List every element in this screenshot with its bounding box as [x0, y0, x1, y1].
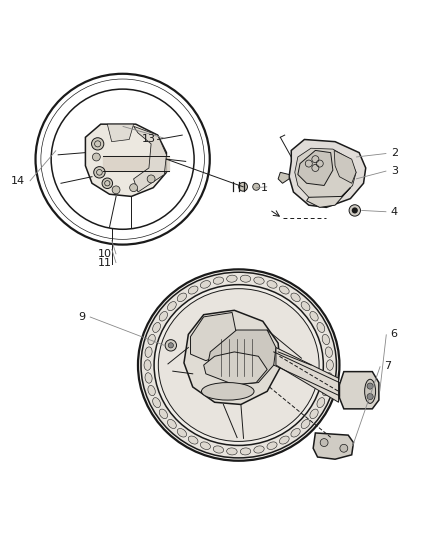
Polygon shape	[313, 433, 353, 459]
Circle shape	[165, 340, 177, 351]
Ellipse shape	[279, 286, 289, 294]
Ellipse shape	[254, 277, 264, 284]
Polygon shape	[289, 140, 366, 207]
Ellipse shape	[213, 446, 224, 453]
Ellipse shape	[240, 275, 251, 282]
Ellipse shape	[317, 322, 325, 333]
Polygon shape	[307, 188, 350, 207]
Ellipse shape	[153, 322, 160, 333]
Ellipse shape	[301, 419, 310, 429]
Circle shape	[94, 167, 105, 178]
Ellipse shape	[201, 383, 254, 400]
Ellipse shape	[145, 373, 152, 383]
Text: 9: 9	[78, 312, 85, 322]
Ellipse shape	[267, 281, 277, 288]
Ellipse shape	[148, 385, 155, 395]
Circle shape	[92, 138, 104, 150]
Ellipse shape	[326, 360, 333, 370]
Ellipse shape	[226, 448, 237, 455]
Polygon shape	[191, 312, 237, 361]
Text: 4: 4	[391, 207, 398, 217]
Circle shape	[239, 182, 247, 191]
Ellipse shape	[153, 398, 160, 408]
Circle shape	[112, 186, 120, 194]
Text: 1: 1	[261, 183, 268, 192]
Ellipse shape	[188, 436, 198, 444]
Text: 3: 3	[391, 166, 398, 176]
Ellipse shape	[226, 275, 237, 282]
Ellipse shape	[317, 398, 325, 408]
Circle shape	[102, 178, 113, 189]
Circle shape	[253, 183, 260, 190]
Ellipse shape	[325, 373, 332, 383]
Ellipse shape	[200, 281, 211, 288]
Text: 2: 2	[391, 149, 398, 158]
Circle shape	[320, 439, 328, 447]
Ellipse shape	[310, 311, 318, 321]
Ellipse shape	[291, 429, 300, 437]
Ellipse shape	[141, 272, 336, 458]
Ellipse shape	[167, 302, 176, 311]
Ellipse shape	[159, 311, 167, 321]
Ellipse shape	[301, 302, 310, 311]
Polygon shape	[184, 310, 280, 405]
Circle shape	[147, 175, 155, 183]
Ellipse shape	[291, 293, 300, 302]
Ellipse shape	[144, 360, 151, 370]
Ellipse shape	[148, 334, 155, 345]
Ellipse shape	[322, 334, 329, 345]
Polygon shape	[204, 352, 267, 385]
Ellipse shape	[177, 293, 187, 302]
Ellipse shape	[200, 442, 211, 449]
Text: 7: 7	[385, 361, 392, 372]
Polygon shape	[208, 330, 276, 385]
Ellipse shape	[145, 347, 152, 357]
Ellipse shape	[213, 277, 224, 284]
Ellipse shape	[177, 429, 187, 437]
Ellipse shape	[267, 442, 277, 449]
Text: 14: 14	[11, 176, 25, 186]
Ellipse shape	[167, 419, 176, 429]
Polygon shape	[278, 172, 289, 183]
Ellipse shape	[158, 289, 319, 441]
Ellipse shape	[254, 446, 264, 453]
Circle shape	[349, 205, 360, 216]
Ellipse shape	[138, 269, 339, 461]
Circle shape	[130, 184, 138, 191]
Circle shape	[168, 343, 173, 348]
Polygon shape	[298, 150, 333, 185]
Polygon shape	[339, 372, 379, 409]
Ellipse shape	[364, 379, 376, 403]
Ellipse shape	[240, 448, 251, 455]
Polygon shape	[107, 124, 134, 142]
Ellipse shape	[154, 285, 323, 446]
Polygon shape	[334, 150, 356, 183]
Ellipse shape	[310, 409, 318, 418]
Text: 11: 11	[98, 258, 112, 268]
Circle shape	[92, 153, 100, 161]
Text: 6: 6	[391, 329, 398, 340]
Ellipse shape	[325, 347, 332, 357]
Circle shape	[367, 383, 373, 389]
Ellipse shape	[188, 286, 198, 294]
Ellipse shape	[279, 436, 289, 444]
Polygon shape	[85, 124, 166, 197]
Text: 10: 10	[98, 249, 112, 259]
Circle shape	[367, 393, 373, 400]
Ellipse shape	[159, 409, 167, 418]
Ellipse shape	[322, 385, 329, 395]
Polygon shape	[276, 348, 339, 402]
Text: 13: 13	[141, 134, 155, 144]
Polygon shape	[295, 148, 356, 201]
Circle shape	[352, 207, 358, 214]
Polygon shape	[134, 126, 166, 192]
Circle shape	[340, 445, 348, 452]
